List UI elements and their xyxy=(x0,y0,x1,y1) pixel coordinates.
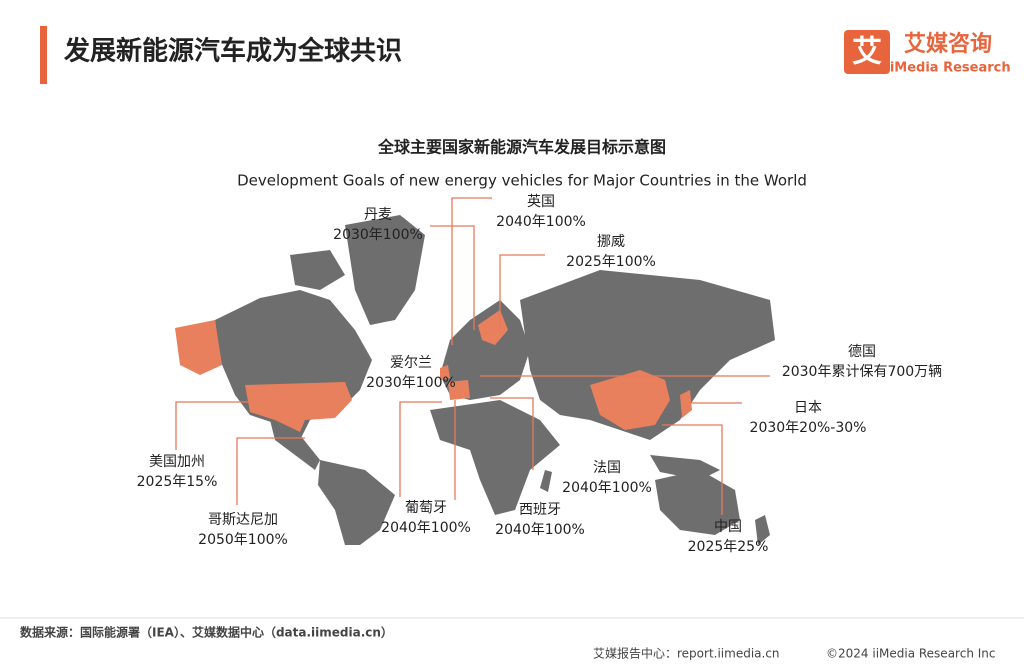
country-label: 英国 xyxy=(527,193,555,210)
world-map xyxy=(175,215,775,545)
country-label: 丹麦 xyxy=(364,207,392,223)
country-label: 美国加州 xyxy=(149,454,205,470)
country-label: 德国 xyxy=(848,344,876,360)
map-subtitle: Development Goals of new energy vehicles… xyxy=(237,172,807,190)
goal-label: 2040年100% xyxy=(562,480,652,496)
title-bar xyxy=(40,26,47,84)
goal-label: 2030年20%-30% xyxy=(750,420,867,436)
goal-label: 2050年100% xyxy=(198,532,288,548)
logo-cn: 艾媒咨询 xyxy=(904,31,992,57)
leader-line xyxy=(175,401,248,450)
leader-line xyxy=(399,401,442,497)
goal-label: 2040年100% xyxy=(381,520,471,536)
country-label: 西班牙 xyxy=(519,502,561,518)
logo-icon-bg xyxy=(844,30,890,74)
goal-label: 2025年25% xyxy=(688,539,769,555)
logo-en: iiMedia Research xyxy=(885,61,1010,76)
goal-label: 2040年100% xyxy=(496,214,586,230)
country-label: 爱尔兰 xyxy=(390,355,432,371)
source: 数据来源：国际能源署（IEA）、艾媒数据中心（data.iimedia.cn） xyxy=(20,625,393,640)
goal-label: 2025年100% xyxy=(566,254,656,270)
goal-label: 2025年15% xyxy=(137,474,218,490)
goal-label: 2040年100% xyxy=(495,522,585,538)
logo-icon: 艾 xyxy=(852,35,882,70)
country-label: 挪威 xyxy=(597,234,625,250)
report-link: 艾媒报告中心：report.iimedia.cn xyxy=(593,646,780,661)
leader-line xyxy=(236,437,305,505)
country-label: 法国 xyxy=(593,460,621,476)
country-label: 日本 xyxy=(794,400,822,416)
leader-line xyxy=(430,225,475,330)
country-label: 哥斯达尼加 xyxy=(208,512,278,528)
leader-line xyxy=(451,197,492,345)
goal-label: 2030年累计保有700万辆 xyxy=(782,364,942,380)
leader-line xyxy=(499,254,545,330)
copyright: ©2024 iiMedia Research Inc xyxy=(826,647,995,661)
goal-label: 2030年100% xyxy=(366,375,456,391)
map-title: 全球主要国家新能源汽车发展目标示意图 xyxy=(377,138,666,157)
country-label: 中国 xyxy=(714,519,742,535)
page-title: 发展新能源汽车成为全球共识 xyxy=(63,36,402,67)
country-label: 葡萄牙 xyxy=(405,500,447,516)
leader-line xyxy=(662,424,723,515)
leader-line xyxy=(490,397,534,470)
goal-label: 2030年100% xyxy=(333,227,423,243)
